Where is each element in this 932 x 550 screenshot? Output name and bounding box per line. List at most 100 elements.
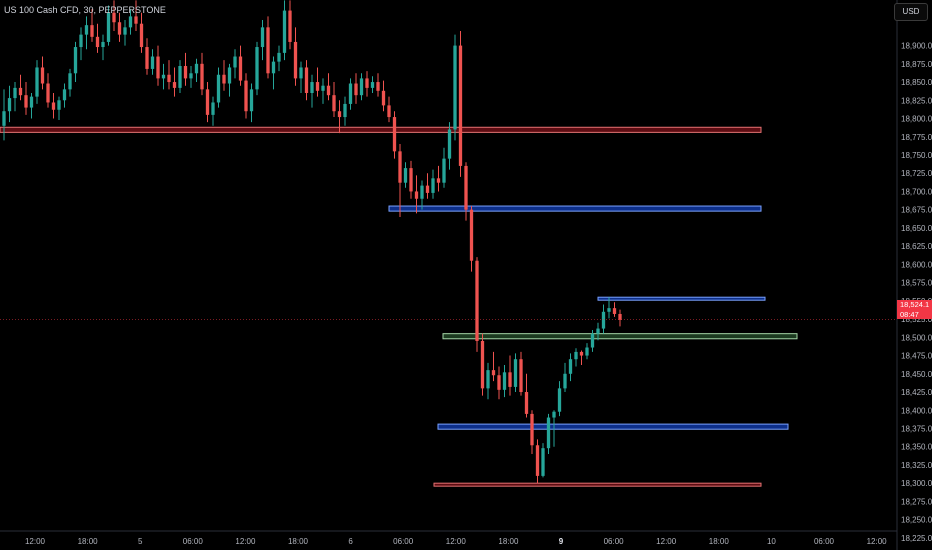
candles-layer (2, 0, 622, 484)
time-tick-label: 12:00 (867, 537, 888, 546)
candle (508, 355, 512, 396)
price-tick-label: 18,375.0 (901, 424, 932, 433)
candle (497, 366, 501, 400)
candle-body (332, 95, 336, 112)
candle-body (596, 328, 600, 334)
candle (398, 144, 402, 217)
candle (568, 353, 573, 382)
candle-body (35, 67, 39, 97)
candle-body (167, 74, 171, 83)
candle-body (139, 23, 144, 48)
candle (139, 12, 144, 53)
price-tick-label: 18,850.0 (901, 78, 932, 87)
candle (607, 297, 611, 319)
time-tick-label: 12:00 (656, 537, 677, 546)
candle-body (491, 370, 496, 376)
time-axis[interactable]: 12:00 18:00 5 06:00 12:00 18:00 6 06:00 12:00 18:… (25, 537, 887, 546)
candle (18, 74, 23, 101)
candle-body (585, 347, 589, 356)
candle (431, 169, 435, 199)
candle (612, 302, 617, 317)
candle-body (370, 82, 375, 88)
candle-body (183, 66, 188, 79)
price-tick-label: 18,875.0 (901, 60, 932, 69)
candle-body (189, 73, 193, 79)
candle-body (150, 56, 155, 69)
candle-body (24, 95, 28, 108)
candle (458, 30, 463, 177)
zone-green[interactable] (442, 333, 798, 340)
time-tick-label: 5 (138, 537, 143, 546)
candle (161, 63, 166, 90)
candle (106, 5, 111, 46)
time-tick-label: 10 (767, 537, 776, 546)
zone-red[interactable] (0, 126, 762, 133)
candle-body (502, 372, 507, 390)
candle (359, 73, 364, 101)
candle-body (442, 158, 446, 183)
candle (288, 0, 292, 50)
candle (167, 60, 171, 90)
candle (365, 71, 369, 97)
candle-body (601, 311, 606, 329)
price-tick-label: 18,300.0 (901, 479, 932, 488)
candle-body (106, 12, 111, 42)
candle-body (398, 151, 402, 183)
candle-body (464, 165, 468, 210)
zone-red[interactable] (433, 482, 762, 487)
time-tick-label: 18:00 (709, 537, 730, 546)
candle (150, 49, 155, 75)
candle-body (51, 102, 56, 110)
price-axis[interactable]: 18,900.0 18,875.0 18,850.0 18,825.0 18,800.0… (901, 42, 932, 543)
candle (145, 38, 149, 75)
candle (128, 9, 133, 35)
candle (29, 92, 34, 119)
candle (535, 439, 540, 484)
candle-body (29, 96, 34, 108)
time-tick-label: 18:00 (498, 537, 519, 546)
candle-body (436, 178, 441, 183)
candle (277, 45, 281, 72)
time-tick-label: 12:00 (235, 537, 256, 546)
candle-body (68, 73, 72, 90)
candle-body (156, 56, 160, 79)
candle (447, 122, 452, 170)
candle (502, 365, 507, 398)
candle (260, 20, 265, 61)
candle-body (579, 351, 584, 356)
price-tick-label: 18,625.0 (901, 242, 932, 251)
candle (387, 96, 391, 123)
candle (227, 63, 232, 97)
candle-body (222, 74, 226, 84)
zone-blue[interactable] (437, 423, 789, 430)
candle-body (519, 359, 523, 393)
candle (464, 162, 468, 221)
candle-body (403, 168, 408, 183)
zone-blue[interactable] (597, 296, 766, 301)
price-tick-label: 18,725.0 (901, 169, 932, 178)
candle (222, 60, 226, 91)
candle-body (95, 36, 100, 48)
currency-button[interactable]: USD (894, 3, 928, 21)
candle (40, 56, 45, 90)
candle (13, 82, 17, 112)
price-tick-label: 18,825.0 (901, 96, 932, 105)
candle-body (7, 98, 12, 112)
price-tick-label: 18,475.0 (901, 352, 932, 361)
candle (183, 52, 188, 86)
candle-body (178, 66, 182, 88)
candle (436, 165, 441, 192)
candle (524, 373, 529, 418)
candle (403, 162, 408, 188)
candle (90, 9, 94, 42)
candle-body (194, 63, 199, 74)
candle-body (552, 411, 556, 418)
candle-body (282, 10, 287, 53)
price-tick-label: 18,400.0 (901, 406, 932, 415)
candle (337, 100, 342, 134)
candle (585, 343, 589, 360)
candle (46, 73, 50, 108)
candle (354, 73, 358, 104)
zone-blue[interactable] (388, 205, 762, 212)
